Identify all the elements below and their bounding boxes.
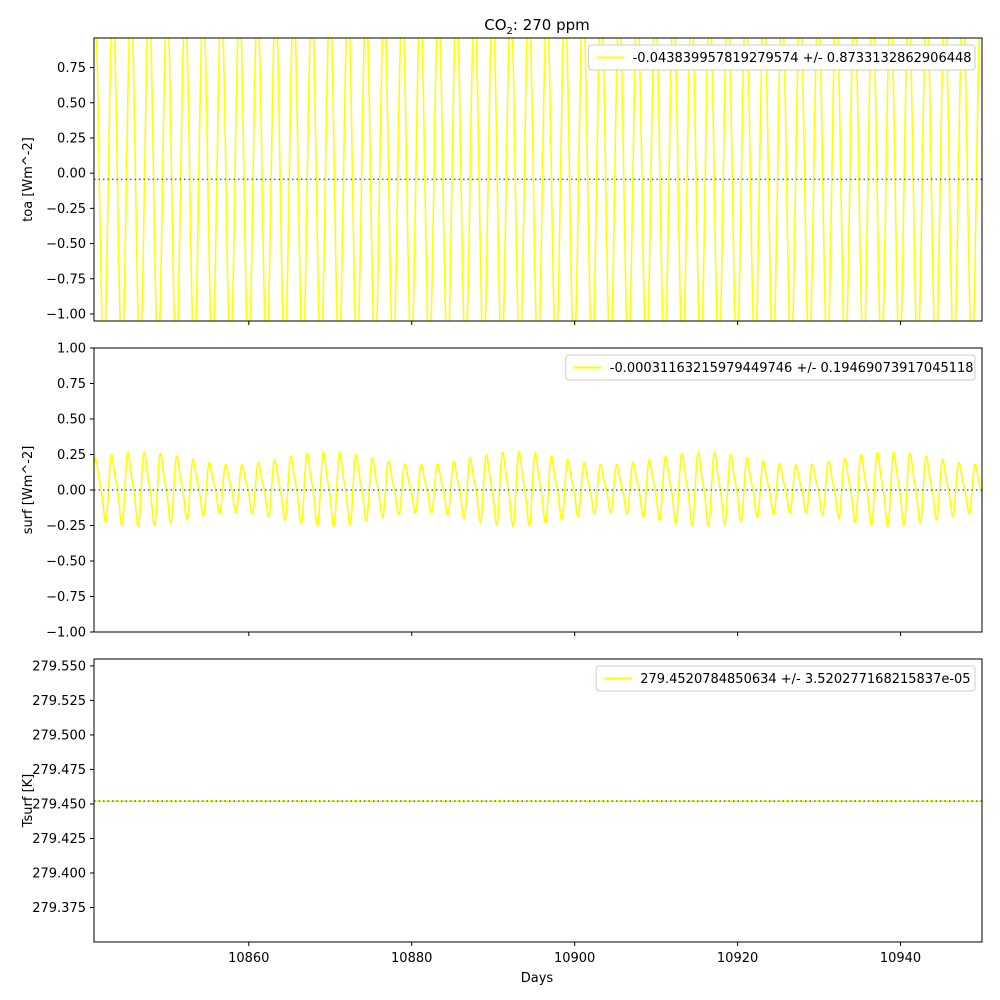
toa-panel: −1.00 −0.75 −0.50 −0.25 0.00 0.25 0.50 0.75 toa … bbox=[21, 37, 983, 325]
panel1-frame bbox=[93, 347, 983, 633]
panel1-ylabel: surf [Wm^-2] bbox=[21, 446, 36, 535]
panel0-ytick-label: 0.00 bbox=[57, 167, 86, 182]
panel2-ylabel: Tsurf [K] bbox=[21, 774, 36, 829]
surf-panel: −1.00 −0.75 −0.50 −0.25 0.00 0.25 0.50 0.75 1.00… bbox=[21, 342, 983, 641]
x-axis-label: Days bbox=[521, 971, 554, 986]
panel0-ylabel: toa [Wm^-2] bbox=[21, 137, 36, 222]
panel1-legend-label: -0.00031163215979449746 +/- 0.1946907391… bbox=[610, 361, 974, 376]
panel0-legend-box bbox=[588, 44, 976, 71]
panel2-ytick-label: 279.475 bbox=[32, 763, 86, 778]
panel1-ytick-label: −1.00 bbox=[46, 626, 86, 641]
tsurf-panel: 279.375 279.400 279.425 279.450 279.475 279.5… bbox=[21, 658, 983, 966]
panel2-ytick-label: 279.400 bbox=[32, 866, 86, 881]
panel0-frame bbox=[93, 37, 983, 322]
panel0-legend-label: -0.043839957819279574 +/- 0.873313286290… bbox=[633, 51, 972, 66]
panel2-frame bbox=[93, 658, 983, 943]
title-subscript: 2 bbox=[507, 26, 513, 37]
panel0-ytick-label: 0.50 bbox=[57, 96, 86, 111]
panel2-xtick-label: 10920 bbox=[717, 951, 758, 966]
panel2-ytick-label: 279.375 bbox=[32, 901, 86, 916]
panel2-legend-label: 279.4520784850634 +/- 3.520277168215837e… bbox=[640, 672, 970, 687]
panel1-ytick-label: 1.00 bbox=[57, 342, 86, 357]
panel2-xtick-label: 10940 bbox=[880, 951, 921, 966]
panel1-legend-box bbox=[565, 354, 976, 381]
panel2-xtick-label: 10880 bbox=[391, 951, 432, 966]
panel1-ytick-label: 0.50 bbox=[57, 413, 86, 428]
panel0-ytick-label: −1.00 bbox=[46, 307, 86, 322]
panel0-ytick-label: −0.75 bbox=[46, 272, 86, 287]
panel2-ytick-label: 279.550 bbox=[32, 659, 86, 674]
panel1-ytick-label: −0.25 bbox=[46, 519, 86, 534]
panel2-ytick-label: 279.450 bbox=[32, 797, 86, 812]
panel2-ytick-label: 279.500 bbox=[32, 728, 86, 743]
figure-title: CO2: 270 ppm bbox=[484, 16, 590, 37]
panel1-ytick-label: 0.00 bbox=[57, 484, 86, 499]
panel1-series-line bbox=[94, 450, 982, 528]
panel2-ytick-label: 279.425 bbox=[32, 832, 86, 847]
panel2-xtick-label: 10900 bbox=[554, 951, 595, 966]
panel0-ytick-label: 0.75 bbox=[57, 61, 86, 76]
title-main: CO bbox=[484, 16, 506, 34]
panel1-ytick-label: 0.25 bbox=[57, 448, 86, 463]
title-tail: : 270 ppm bbox=[513, 16, 590, 34]
panel2-xtick-label: 10860 bbox=[228, 951, 269, 966]
panel1-ytick-label: 0.75 bbox=[57, 377, 86, 392]
panel0-ytick-label: 0.25 bbox=[57, 131, 86, 146]
panel1-ytick-label: −0.75 bbox=[46, 590, 86, 605]
panel1-ytick-label: −0.50 bbox=[46, 555, 86, 570]
panel2-legend-box bbox=[595, 665, 976, 692]
panel0-ytick-label: −0.50 bbox=[46, 237, 86, 252]
panel0-ytick-label: −0.25 bbox=[46, 202, 86, 217]
panel2-ytick-label: 279.525 bbox=[32, 694, 86, 709]
